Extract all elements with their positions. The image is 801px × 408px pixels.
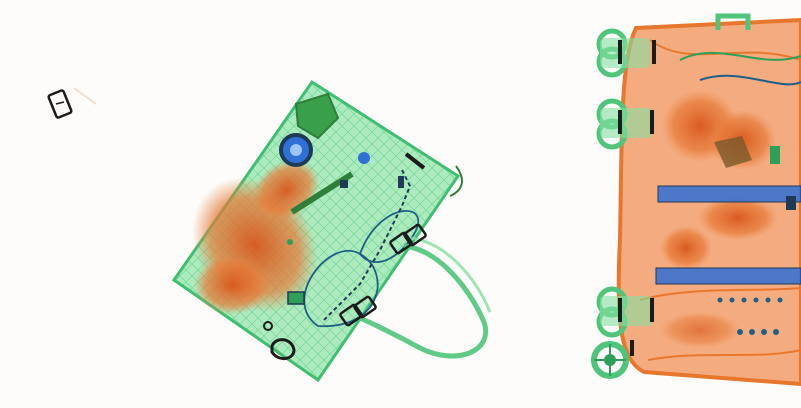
suitcase-wheels	[591, 28, 656, 379]
suitcase	[591, 13, 801, 387]
handbag	[171, 79, 492, 383]
small-metal-clip	[47, 87, 97, 119]
